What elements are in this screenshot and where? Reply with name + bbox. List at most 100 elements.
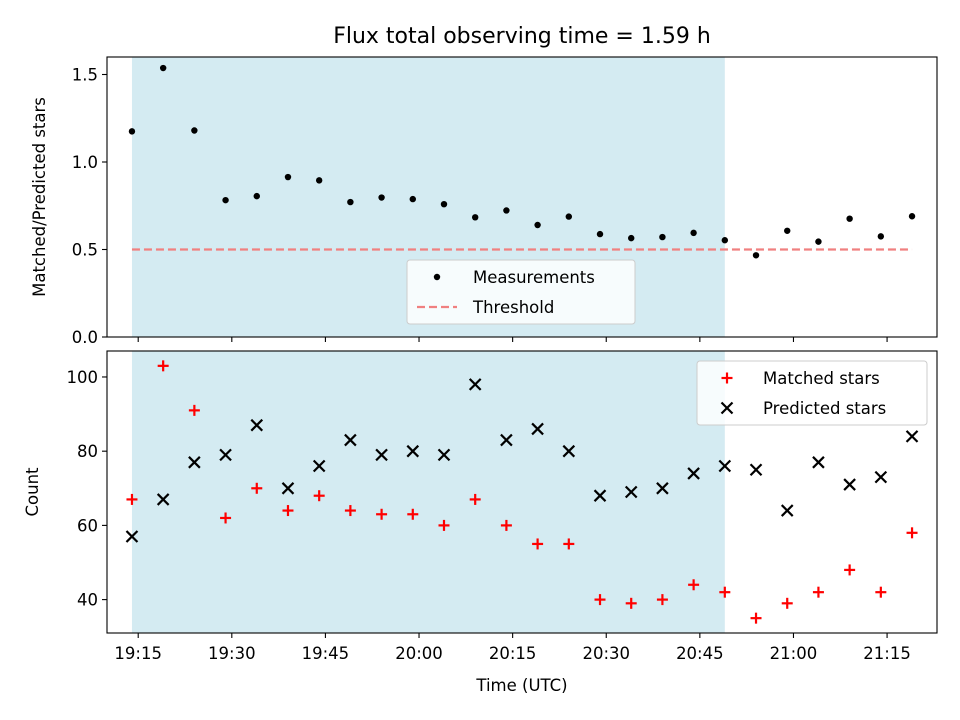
predicted-star-point (624, 485, 638, 499)
legend-box (406, 259, 636, 325)
matched-star-point (220, 512, 232, 524)
matched-star-point (251, 482, 263, 494)
predicted-star-point (656, 482, 669, 495)
predicted-star-point (500, 433, 513, 447)
matched-star-point (469, 493, 481, 505)
x-tick-label: 20:15 (489, 644, 537, 663)
x-stroke-b (437, 448, 451, 462)
matched-star-point (719, 586, 731, 598)
measurement-point (128, 128, 136, 135)
x-tick-label: 21:15 (863, 644, 911, 663)
y-tick-label: 1.0 (72, 153, 98, 172)
x-stroke-b (749, 463, 763, 477)
matched-star-point (844, 564, 856, 576)
matched-star-point (500, 519, 512, 531)
x-stroke-b (531, 422, 544, 436)
matched-star-point (344, 505, 356, 517)
predicted-star-point (718, 459, 732, 473)
measurement-point (846, 215, 853, 222)
matched-star-point (875, 586, 887, 598)
plot-frame (106, 56, 938, 338)
y-tick-label: 80 (77, 442, 98, 461)
matched-star-point (812, 586, 824, 598)
predicted-star-point (687, 467, 700, 480)
plot-frame (106, 350, 938, 634)
y-axis-label: Matched/Predicted stars (30, 97, 49, 297)
matched-star-point (688, 579, 700, 591)
legend-label: Predicted stars (763, 399, 886, 418)
x-tick-label: 19:45 (302, 644, 350, 663)
measurement-point (565, 213, 573, 220)
x-stroke-b (718, 459, 732, 473)
matched-star-point (563, 538, 575, 550)
x-stroke-b (500, 433, 513, 447)
x-stroke-b (468, 378, 482, 391)
measurement-point (908, 213, 916, 220)
x-stroke-b (188, 456, 201, 469)
x-stroke-b (843, 478, 856, 491)
matched-star-point (656, 594, 668, 606)
matched-star-point (157, 360, 169, 372)
matched-star-point (532, 538, 544, 550)
measurement-point (159, 64, 167, 72)
measurement-point (378, 194, 385, 201)
x-stroke-b (344, 433, 357, 447)
chart-title: Flux total observing time = 1.59 h (333, 24, 711, 49)
x-tick-label: 19:30 (208, 644, 256, 663)
measurement-point (284, 173, 292, 181)
x-tick-label: 19:15 (114, 644, 162, 663)
predicted-star-point (812, 456, 825, 469)
matched-star-point (781, 597, 793, 609)
legend-label: Measurements (473, 268, 595, 287)
x-stroke-b (219, 448, 232, 462)
measurement-point (409, 195, 416, 203)
x-stroke-b (624, 485, 638, 499)
measurement-point (503, 207, 510, 214)
x-tick-label: 21:00 (770, 644, 818, 663)
legend-box (696, 360, 928, 426)
x-stroke-b (281, 482, 295, 495)
predicted-star-point (125, 530, 139, 543)
x-axis-label: Time (UTC) (475, 676, 567, 695)
matched-star-point (282, 505, 294, 517)
x-stroke-b (593, 489, 607, 502)
matched-star-point (906, 527, 918, 539)
y-tick-label: 1.5 (72, 66, 98, 85)
predicted-star-point (188, 456, 201, 469)
measurement-point (877, 233, 885, 240)
predicted-star-point (749, 463, 763, 477)
measurement-point (347, 198, 354, 206)
matched-star-point (376, 508, 388, 520)
x-stroke-b (687, 467, 700, 480)
x-tick-label: 20:00 (395, 644, 443, 663)
predicted-star-point (281, 482, 295, 495)
matched-star-point (313, 490, 325, 502)
measurement-point (815, 238, 822, 245)
y-axis-label: Count (23, 467, 42, 517)
y-tick-label: 0.0 (72, 328, 98, 347)
predicted-star-point (780, 504, 794, 517)
legend-swatch (721, 372, 733, 384)
x-stroke-b (312, 459, 326, 473)
x-stroke-b (780, 504, 794, 517)
predicted-star-point (312, 459, 326, 473)
x-stroke-b (562, 444, 576, 458)
ratio-plot: 0.0 0.5 1.0 1.5 Matched/Predicted stars Measu… (30, 56, 938, 347)
legend: Matched stars Predicted stars (696, 360, 928, 426)
x-stroke-b (812, 456, 825, 469)
measurement-point (721, 237, 729, 244)
legend-swatch (720, 401, 734, 415)
legend-swatch (433, 273, 441, 281)
predicted-star-point (562, 444, 576, 458)
measurement-point (659, 233, 666, 241)
observing-window (131, 351, 725, 633)
predicted-star-point (437, 448, 451, 462)
y-tick-label: 100 (67, 368, 99, 387)
legend: Measurements Threshold (406, 259, 636, 325)
measurement-point (440, 200, 448, 208)
measurement-point (471, 214, 479, 221)
x-stroke-b (250, 418, 264, 432)
count-plot: 40 60 80 100 19:15 19:30 19:45 20:00 20:15 20:30 2… (23, 350, 938, 663)
measurement-point (690, 229, 697, 237)
